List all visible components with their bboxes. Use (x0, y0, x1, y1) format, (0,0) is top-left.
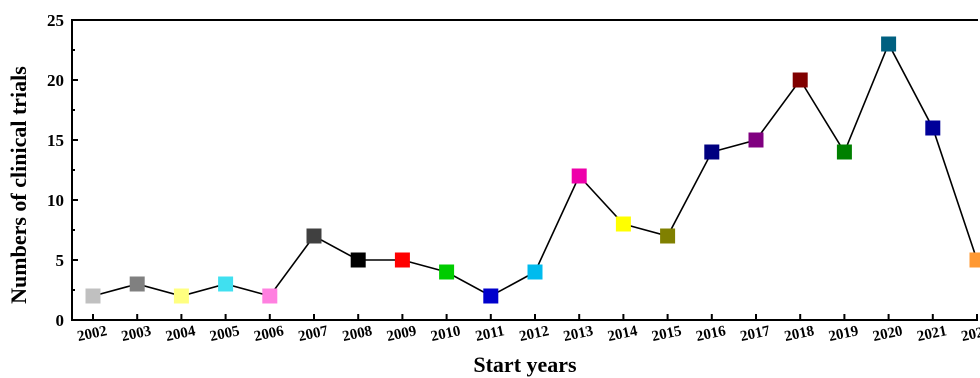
data-points (85, 36, 980, 304)
data-point-marker (881, 36, 897, 52)
series-line (92, 42, 978, 297)
y-axis-title: Numbers of clinical trials (6, 66, 31, 304)
data-point-marker (439, 264, 455, 280)
x-axis-title: Start years (473, 352, 577, 377)
x-tick-label: 2017 (739, 323, 772, 345)
data-point-marker (394, 252, 410, 268)
data-point-marker (615, 216, 631, 232)
data-point-marker (306, 228, 322, 244)
plot-frame (71, 19, 978, 321)
y-tick-label: 25 (47, 11, 64, 30)
data-point-marker (483, 288, 499, 304)
x-tick-label: 2022 (960, 323, 980, 345)
x-tick-label: 2021 (916, 323, 949, 345)
x-tick-label: 2010 (429, 323, 462, 345)
data-point-marker (129, 276, 145, 292)
x-tick-label: 2020 (871, 323, 904, 345)
data-point-marker (571, 168, 587, 184)
data-point-marker (836, 144, 852, 160)
data-point-marker (173, 288, 189, 304)
x-tick-label: 2006 (253, 323, 286, 345)
data-point-marker (350, 252, 366, 268)
y-tick-label: 0 (56, 311, 65, 330)
x-tick-label: 2015 (650, 323, 683, 345)
x-tick-label: 2016 (695, 323, 728, 345)
y-tick-label: 5 (56, 251, 65, 270)
x-tick-label: 2002 (76, 323, 109, 345)
y-tick-label: 15 (47, 131, 64, 150)
x-tick-label: 2014 (606, 323, 639, 345)
y-axis-ticks: 0 5 10 15 20 25 (47, 11, 78, 330)
x-tick-label: 2011 (474, 323, 506, 345)
x-tick-label: 2003 (120, 323, 153, 345)
x-axis-ticks: 2002 2003 2004 2005 2006 2007 2008 2009 2010 2011… (76, 314, 980, 345)
x-tick-label: 2007 (297, 323, 330, 345)
series-line-group (92, 42, 978, 297)
data-point-marker (85, 288, 101, 304)
x-tick-label: 2009 (385, 323, 418, 345)
data-point-marker (218, 276, 234, 292)
y-tick-label: 20 (47, 71, 64, 90)
x-tick-label: 2018 (783, 323, 816, 345)
y-tick-label: 10 (47, 191, 64, 210)
data-point-marker (969, 252, 980, 268)
data-point-marker (748, 132, 764, 148)
x-tick-label: 2005 (208, 323, 241, 345)
x-tick-label: 2004 (164, 323, 197, 345)
plot-frame-line (71, 19, 978, 321)
data-point-marker (527, 264, 543, 280)
data-point-marker (262, 288, 278, 304)
x-tick-label: 2013 (562, 323, 595, 345)
x-tick-label: 2012 (518, 323, 551, 345)
data-point-marker (792, 72, 808, 88)
data-point-marker (660, 228, 676, 244)
data-point-marker (704, 144, 720, 160)
x-tick-label: 2008 (341, 323, 374, 345)
x-tick-label: 2019 (827, 323, 860, 345)
data-point-marker (925, 120, 941, 136)
